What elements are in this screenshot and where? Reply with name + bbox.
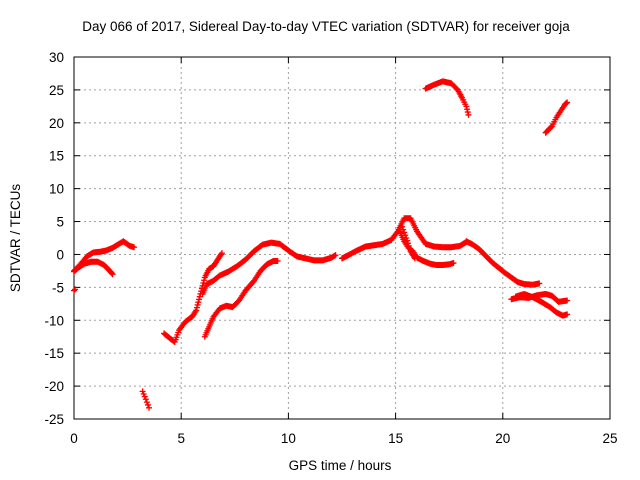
data-point-marker (464, 106, 471, 113)
x-tick-label: 20 (495, 431, 510, 446)
data-point-marker (450, 260, 457, 267)
axis-ticks: 0 5 10 15 20 25 -25 -20 -15 -10 -5 0 5 10 15 20 25 30 (44, 50, 617, 446)
x-tick-label: 5 (177, 431, 185, 446)
data-point-marker (195, 299, 202, 306)
y-axis-label: SDTVAR / TECUs (8, 184, 23, 293)
y-tick-label: 25 (49, 83, 64, 98)
data-point-marker (146, 404, 153, 411)
data-point-marker (72, 286, 79, 293)
y-tick-label: 15 (49, 149, 64, 164)
series-s10 (399, 223, 418, 262)
data-point-marker (564, 99, 571, 106)
data-point-marker (564, 297, 571, 304)
y-tick-label: 10 (49, 182, 64, 197)
series-s5 (161, 250, 225, 345)
data-point-marker (201, 277, 208, 284)
data-point-marker (536, 280, 543, 287)
y-tick-label: -15 (44, 346, 64, 361)
x-axis-label: GPS time / hours (289, 458, 392, 473)
y-tick-label: -20 (44, 379, 64, 394)
data-point-marker (548, 124, 555, 131)
x-tick-label: 15 (388, 431, 403, 446)
x-tick-label: 10 (281, 431, 296, 446)
data-point-marker (400, 226, 407, 233)
chart-title: Day 066 of 2017, Sidereal Day-to-day VTE… (82, 19, 570, 34)
data-point-marker (109, 271, 116, 278)
data-point-marker (194, 301, 201, 308)
data-point-marker (196, 293, 203, 300)
y-tick-label: -10 (44, 313, 64, 328)
data-point-marker (71, 287, 77, 294)
series-s15 (542, 99, 571, 136)
data-point-marker (465, 111, 472, 118)
series-s3 (71, 286, 79, 294)
data-point-marker (193, 304, 200, 311)
data-point-marker (411, 255, 418, 262)
grid (74, 57, 610, 419)
data-point-marker (143, 399, 150, 406)
data-point-marker (331, 252, 338, 259)
data-point-marker (108, 270, 115, 277)
data-point-marker (564, 311, 571, 318)
y-tick-label: 5 (56, 215, 64, 230)
x-tick-label: 25 (602, 431, 617, 446)
series-s8 (339, 215, 470, 262)
series-s4 (139, 388, 153, 411)
data-point-marker (144, 401, 151, 408)
data-point-marker (463, 103, 470, 110)
y-tick-label: -25 (44, 412, 64, 427)
series-s6 (199, 239, 339, 297)
series-s11 (463, 238, 543, 288)
data-point-marker (464, 109, 471, 116)
data-point-marker (274, 258, 281, 265)
data-point-marker (332, 252, 339, 259)
data-point-marker (193, 307, 200, 314)
series-s13 (512, 290, 571, 319)
y-tick-label: 0 (56, 247, 64, 262)
data-points (71, 78, 571, 411)
series-s2 (71, 258, 116, 278)
y-tick-label: 30 (49, 50, 64, 65)
series-s14 (422, 78, 472, 118)
data-point-marker (142, 396, 149, 403)
data-point-marker (401, 229, 408, 236)
data-point-marker (192, 308, 199, 315)
data-point-marker (131, 244, 138, 251)
data-point-marker (563, 100, 570, 107)
data-point-marker (196, 296, 203, 303)
data-point-marker (399, 223, 406, 230)
y-tick-label: -5 (52, 280, 64, 295)
plot-border (73, 56, 611, 420)
x-tick-label: 0 (70, 431, 78, 446)
data-point-marker (402, 232, 409, 239)
y-tick-label: 20 (49, 116, 64, 131)
data-point-marker (218, 251, 225, 258)
series-s7 (201, 258, 281, 340)
data-point-marker (218, 250, 225, 257)
